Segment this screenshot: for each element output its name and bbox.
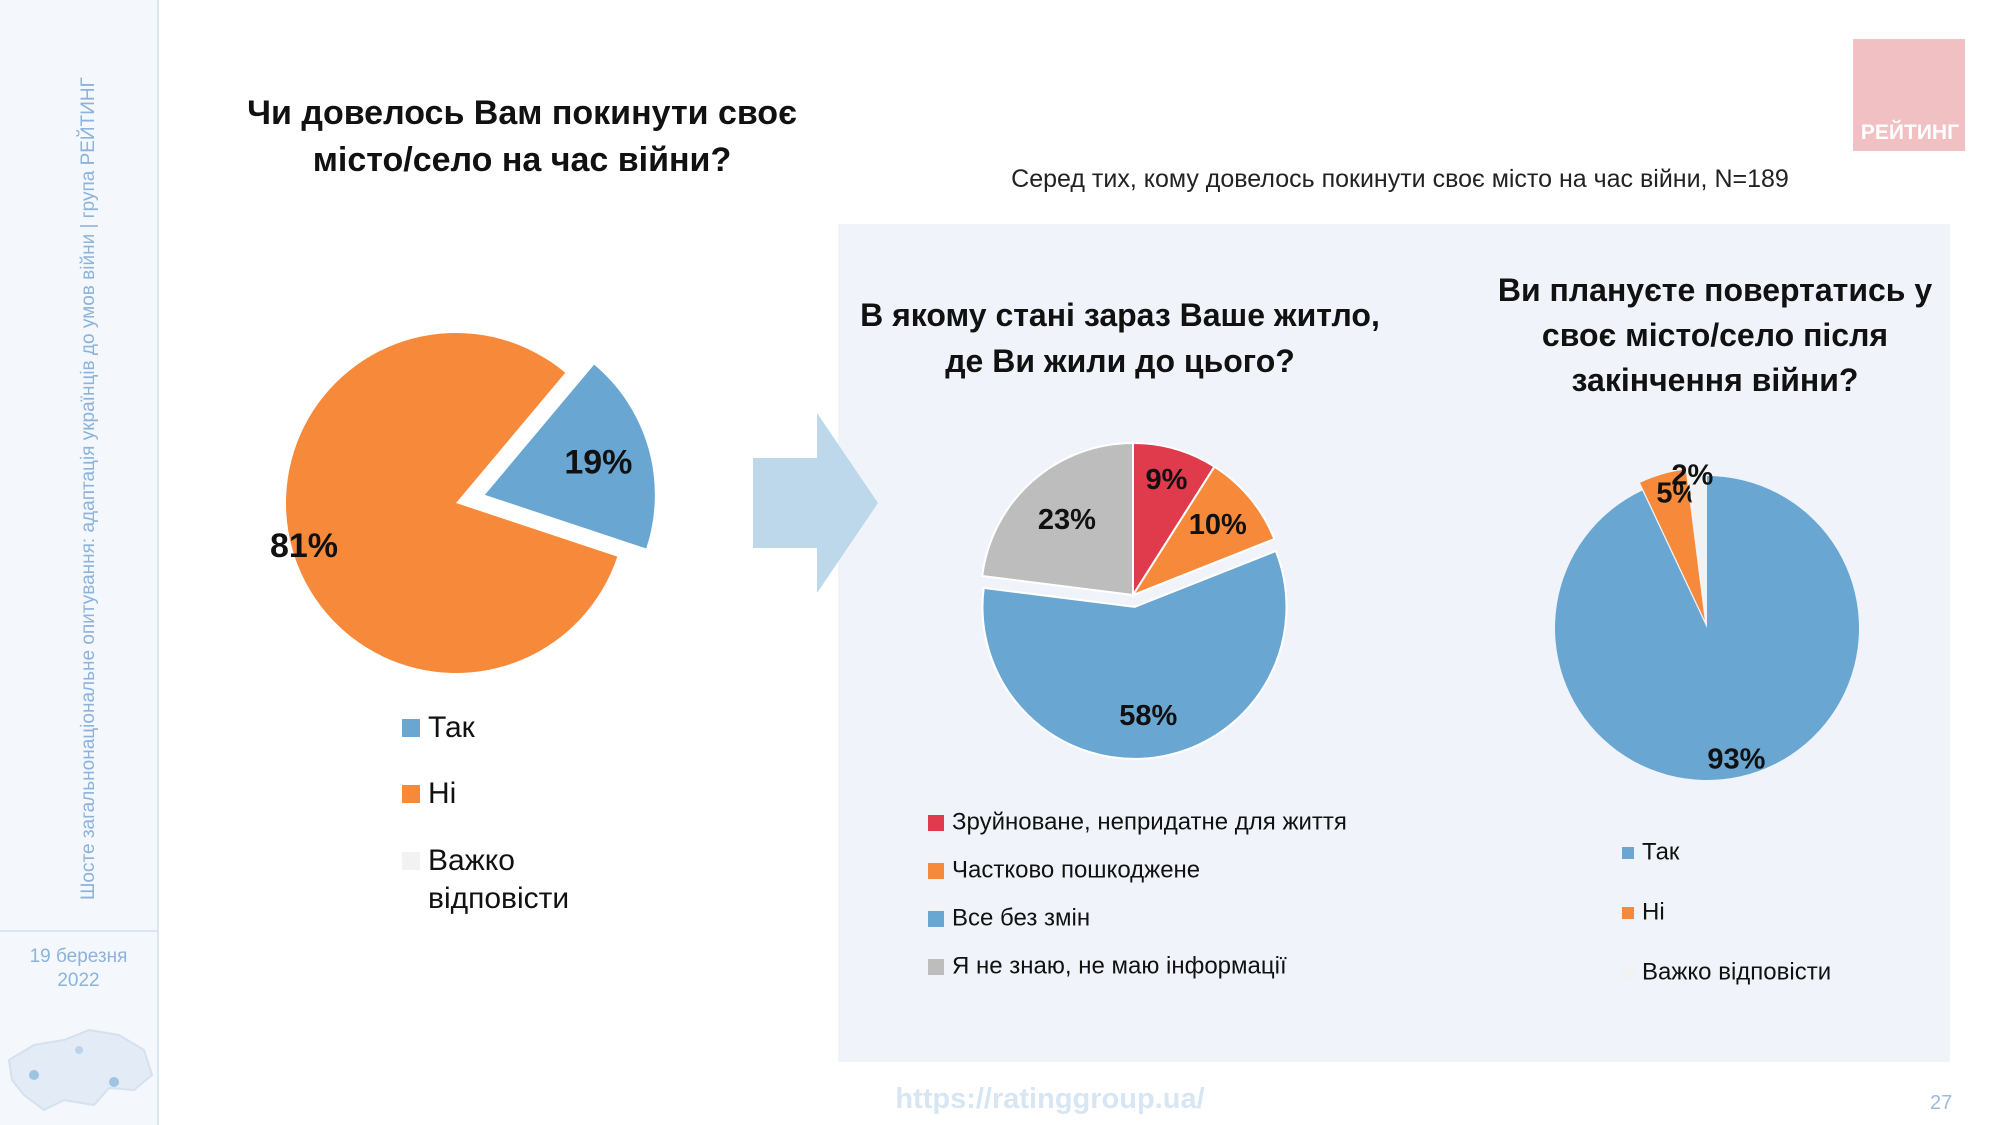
housing-question-title: В якому стані зараз Ваше житло, де Ви жи…	[860, 297, 1380, 379]
rating-logo: РЕЙТИНГ	[1853, 39, 1965, 151]
data-label-3: 58%	[1119, 700, 1177, 732]
survey-date: 19 березня 2022	[0, 945, 157, 993]
legend-swatch	[928, 814, 944, 831]
pie-slice-1	[1555, 476, 1860, 780]
website-link[interactable]: https://ratinggroup.ua/	[895, 1083, 1205, 1115]
pie-slice-2	[1130, 465, 1276, 598]
pie-chart-housing-condition: 9%10% 58% 23%	[981, 441, 1288, 760]
transition-arrow-icon	[753, 413, 878, 593]
legend-item-unchanged: Все без змін	[928, 904, 1090, 933]
legend-item-ni: Ні	[402, 776, 456, 811]
data-label-2: 81%	[270, 527, 338, 565]
pie-slice-2	[286, 333, 618, 674]
legend-item-dont-know: Я не знаю, не маю інформації	[928, 952, 1287, 981]
legend-swatch	[1622, 966, 1634, 979]
sidebar: Шосте загальнонаціональне опитування: ад…	[0, 0, 159, 1125]
data-label-1: 9%	[1146, 464, 1188, 496]
legend-swatch	[1622, 906, 1634, 919]
data-label-1: 19%	[564, 444, 632, 482]
survey-date-line2: 2022	[57, 970, 100, 991]
pie-chart-left-migration: 19% 81%	[270, 333, 655, 674]
pie-chart-return-plans: 93%5%2%	[1555, 460, 1860, 780]
data-label-4: 23%	[1038, 504, 1096, 536]
legend-swatch	[928, 910, 944, 927]
return-question-title: Ви плануєте повертатись у своє місто/сел…	[1497, 272, 1933, 398]
legend-swatch	[928, 958, 944, 975]
pie-slice-3	[981, 549, 1288, 760]
legend-item-hard-to-say: Важко відповісти	[1622, 958, 1831, 987]
page-number: 27	[1930, 1092, 1953, 1114]
ukraine-map-icon	[7, 1028, 154, 1112]
legend-item-partially-damaged: Частково пошкоджене	[928, 856, 1200, 885]
legend-swatch	[402, 785, 420, 804]
legend-swatch	[928, 862, 944, 879]
pie-slice-4	[981, 441, 1134, 597]
legend-swatch	[402, 852, 420, 870]
legend-item-destroyed: Зруйноване, непридатне для життя	[928, 808, 1347, 837]
legend-item-tak: Так	[1622, 838, 1679, 867]
pie-slice-1	[1132, 441, 1216, 599]
legend-item-hard-to-say: Важко відповісти	[402, 842, 582, 918]
logo-text: РЕЙТИНГ	[1860, 121, 1959, 144]
legend-swatch	[1622, 846, 1634, 859]
legend-swatch	[402, 719, 420, 738]
pie-slice-1	[484, 364, 655, 549]
legend-item-tak: Так	[402, 710, 475, 745]
legend-item-ni: Ні	[1622, 898, 1665, 927]
data-label-1: 93%	[1707, 744, 1765, 776]
data-label-3: 2%	[1671, 460, 1713, 492]
data-label-2: 10%	[1189, 509, 1247, 541]
sidebar-divider	[0, 930, 157, 932]
pie-slice-2	[1640, 469, 1705, 621]
pie-slice-3	[1687, 468, 1707, 621]
sample-subtitle: Серед тих, кому довелось покинути своє м…	[1011, 165, 1789, 193]
main-question-title: Чи довелось Вам покинути своє місто/село…	[247, 94, 797, 179]
survey-date-line1: 19 березня	[29, 946, 128, 967]
